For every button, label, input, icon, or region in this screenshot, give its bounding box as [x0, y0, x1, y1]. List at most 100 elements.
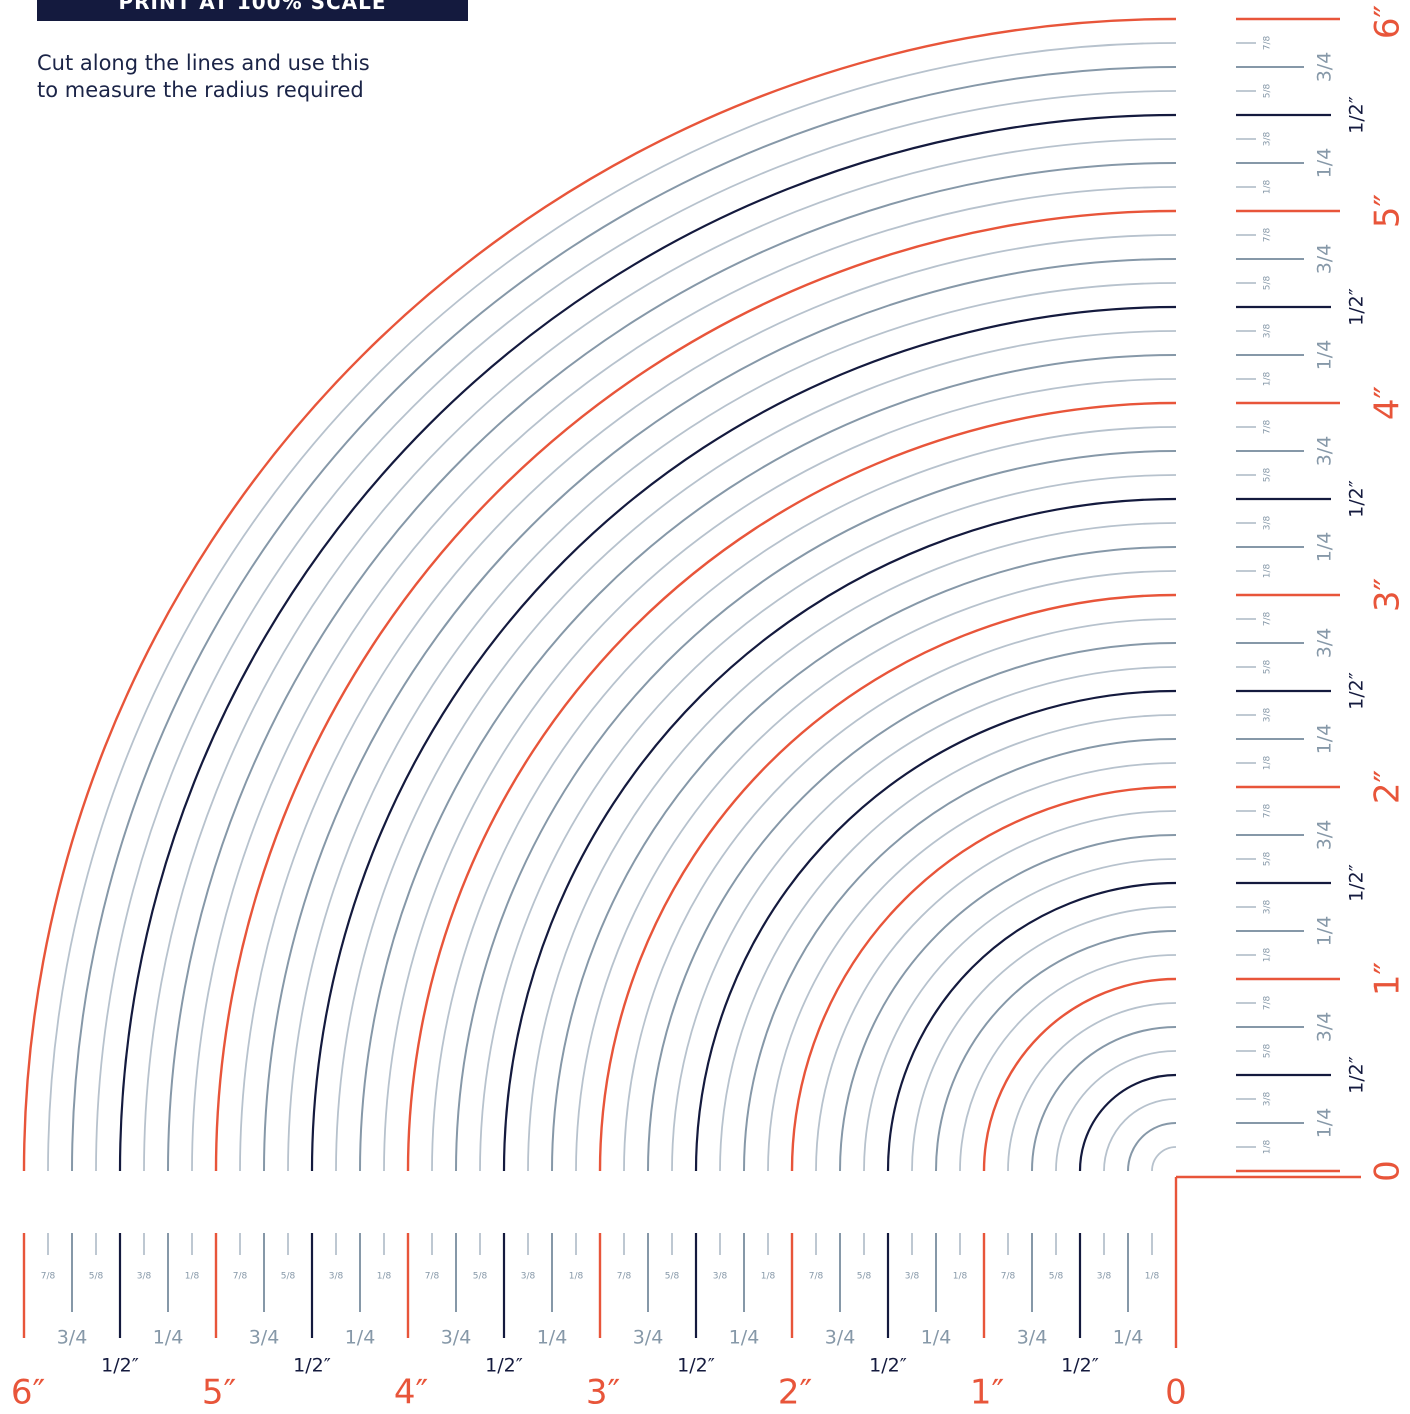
- v-eighth-label: 3/8: [1263, 515, 1273, 530]
- v-half-label: 1/2″: [1346, 96, 1368, 134]
- arc-half: [886, 881, 1177, 1172]
- h-eighth-label: 7/8: [1001, 1272, 1016, 1282]
- h-eighth-label: 3/8: [713, 1272, 728, 1282]
- v-quarter-label: 3/4: [1314, 1012, 1336, 1043]
- v-inch-label: 5″: [1368, 194, 1408, 228]
- v-quarter-label: 3/4: [1314, 628, 1336, 659]
- v-quarter-label: 1/4: [1314, 340, 1336, 371]
- h-inch-label: 4″: [394, 1373, 428, 1413]
- v-quarter-label: 3/4: [1314, 52, 1336, 83]
- arc-quarter: [263, 258, 1177, 1172]
- v-inch-label: 3″: [1368, 578, 1408, 612]
- v-eighth-label: 7/8: [1263, 35, 1273, 50]
- h-half-label: 1/2″: [101, 1355, 139, 1377]
- arc-half: [118, 113, 1177, 1172]
- v-eighth-label: 1/8: [1263, 371, 1273, 386]
- arc-eighth: [575, 570, 1177, 1172]
- print-scale-banner: PRINT AT 100% SCALE: [37, 0, 468, 21]
- h-quarter-label: 1/4: [921, 1327, 952, 1349]
- arc-eighth: [1007, 1002, 1177, 1172]
- arc-quarter: [743, 738, 1177, 1172]
- h-eighth-label: 1/8: [761, 1272, 776, 1282]
- h-quarter-label: 3/4: [249, 1327, 280, 1349]
- arc-quarter: [71, 66, 1177, 1172]
- h-eighth-label: 7/8: [809, 1272, 824, 1282]
- v-eighth-label: 7/8: [1263, 419, 1273, 434]
- h-eighth-label: 1/8: [1145, 1272, 1160, 1282]
- arc-quarter: [647, 642, 1177, 1172]
- arc-eighth: [1103, 1098, 1177, 1172]
- v-quarter-label: 1/4: [1314, 724, 1336, 755]
- arc-eighth: [623, 618, 1177, 1172]
- arc-eighth: [911, 906, 1177, 1172]
- h-inch-label: 5″: [202, 1373, 236, 1413]
- v-eighth-label: 1/8: [1263, 755, 1273, 770]
- v-eighth-label: 5/8: [1263, 851, 1273, 866]
- h-eighth-label: 7/8: [233, 1272, 248, 1282]
- arc-half: [310, 305, 1177, 1172]
- v-eighth-label: 3/8: [1263, 323, 1273, 338]
- h-eighth-label: 5/8: [473, 1272, 488, 1282]
- v-half-label: 1/2″: [1346, 288, 1368, 326]
- v-inch-label: 1″: [1368, 962, 1408, 996]
- v-eighth-label: 5/8: [1263, 83, 1273, 98]
- v-eighth-label: 5/8: [1263, 1043, 1273, 1058]
- instruction-line-1: Cut along the lines and use this: [37, 51, 370, 75]
- arc-quarter: [455, 450, 1177, 1172]
- instruction-line-2: to measure the radius required: [37, 78, 364, 102]
- h-quarter-label: 1/4: [537, 1327, 568, 1349]
- v-quarter-label: 3/4: [1314, 244, 1336, 275]
- h-eighth-label: 1/8: [185, 1272, 200, 1282]
- v-eighth-label: 7/8: [1263, 611, 1273, 626]
- h-eighth-label: 5/8: [281, 1272, 296, 1282]
- arc-eighth: [431, 426, 1177, 1172]
- h-quarter-label: 1/4: [345, 1327, 376, 1349]
- h-eighth-label: 1/8: [569, 1272, 584, 1282]
- h-quarter-label: 3/4: [441, 1327, 472, 1349]
- v-eighth-label: 3/8: [1263, 707, 1273, 722]
- h-eighth-label: 7/8: [41, 1272, 56, 1282]
- arc-eighth: [479, 474, 1177, 1172]
- arc-half: [502, 497, 1177, 1172]
- h-eighth-label: 5/8: [665, 1272, 680, 1282]
- h-half-label: 1/2″: [677, 1355, 715, 1377]
- arc-eighth: [863, 858, 1177, 1172]
- h-eighth-label: 1/8: [953, 1272, 968, 1282]
- v-eighth-label: 3/8: [1263, 1091, 1273, 1106]
- arc-half: [1078, 1073, 1177, 1172]
- v-half-label: 1/2″: [1346, 480, 1368, 518]
- v-quarter-label: 3/4: [1314, 820, 1336, 851]
- v-eighth-label: 1/8: [1263, 1139, 1273, 1154]
- v-eighth-label: 3/8: [1263, 899, 1273, 914]
- arc-half: [694, 689, 1177, 1172]
- v-eighth-label: 1/8: [1263, 179, 1273, 194]
- h-eighth-label: 7/8: [617, 1272, 632, 1282]
- h-eighth-label: 3/8: [1097, 1272, 1112, 1282]
- v-eighth-label: 3/8: [1263, 131, 1273, 146]
- v-eighth-label: 5/8: [1263, 467, 1273, 482]
- h-quarter-label: 1/4: [729, 1327, 760, 1349]
- h-quarter-label: 3/4: [825, 1327, 856, 1349]
- arc-inch: [22, 17, 1177, 1172]
- v-eighth-label: 7/8: [1263, 803, 1273, 818]
- arc-inch: [982, 977, 1177, 1172]
- arc-inch: [790, 785, 1177, 1172]
- v-half-label: 1/2″: [1346, 864, 1368, 902]
- h-half-label: 1/2″: [485, 1355, 523, 1377]
- h-inch-label: 3″: [586, 1373, 620, 1413]
- arc-inch: [598, 593, 1177, 1172]
- v-quarter-label: 1/4: [1314, 1108, 1336, 1139]
- h-eighth-label: 1/8: [377, 1272, 392, 1282]
- v-quarter-label: 1/4: [1314, 148, 1336, 179]
- v-quarter-label: 1/4: [1314, 532, 1336, 563]
- arc-quarter: [1031, 1026, 1177, 1172]
- arc-eighth: [191, 186, 1177, 1172]
- arc-quarter: [359, 354, 1177, 1172]
- arc-eighth: [47, 42, 1177, 1172]
- arc-quarter: [167, 162, 1177, 1172]
- arc-eighth: [719, 714, 1177, 1172]
- v-eighth-label: 5/8: [1263, 275, 1273, 290]
- h-inch-label: 0: [1165, 1373, 1187, 1413]
- h-eighth-label: 5/8: [1049, 1272, 1064, 1282]
